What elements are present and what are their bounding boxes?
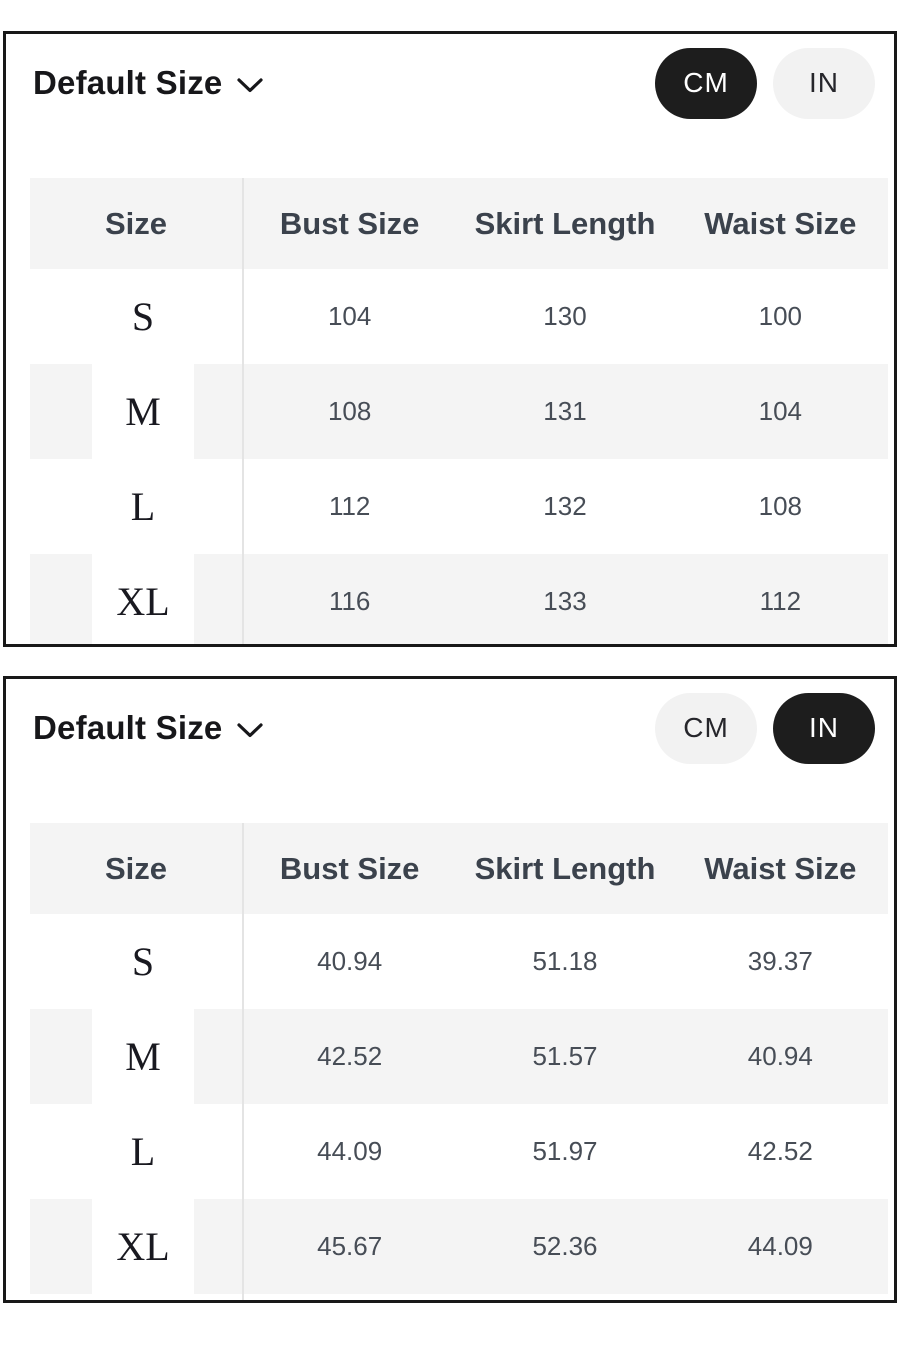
header-bust-size: Bust Size [279,850,420,886]
size-cell: L [30,459,242,554]
chevron-down-icon [237,77,264,92]
table-header-row: Size Bust Size Skirt Length Waist Size [30,823,888,914]
size-letter-box: M [92,364,194,459]
size-letter-box: S [92,269,194,364]
header-waist-size: Waist Size [704,850,857,886]
size-letter-box: S [92,914,194,1009]
panel-header-bar: Default Size CM IN [33,47,875,119]
cell-waist-size: 112 [759,586,802,616]
table-row-m: M 108 131 104 [30,364,888,459]
column-divider [242,178,244,644]
table-row-m: M 42.52 51.57 40.94 [30,1009,888,1104]
cell-waist-size: 108 [758,491,803,521]
cell-bust-size: 104 [327,301,372,331]
size-letter-box: L [92,1104,194,1199]
size-chart-panel-in: Default Size CM IN Size Bust Size Skirt … [3,676,897,1303]
chevron-down-icon [237,722,264,737]
unit-toggle-cm-button[interactable]: CM [655,47,757,119]
cell-skirt-length: 51.97 [532,1136,598,1166]
cell-skirt-length: 130 [543,301,587,331]
size-letter-box: L [92,459,194,554]
cell-waist-size: 39.37 [747,946,813,976]
size-cell: S [30,914,242,1009]
cell-waist-size: 42.52 [747,1136,813,1166]
size-cell: S [30,269,242,364]
default-size-dropdown[interactable]: Default Size [33,64,264,102]
unit-toggle-cm-button[interactable]: CM [655,692,757,764]
table-row-xl: XL 116 133 112 [30,554,888,644]
header-skirt-length: Skirt Length [474,205,656,241]
default-size-dropdown[interactable]: Default Size [33,709,264,747]
cell-waist-size: 104 [758,396,803,426]
cell-waist-size: 100 [758,301,803,331]
panel-header-bar: Default Size CM IN [33,692,875,764]
size-letter: L [130,484,156,529]
size-cell: L [30,1104,242,1199]
table-header-row: Size Bust Size Skirt Length Waist Size [30,178,888,269]
table-row-l: L 44.09 51.97 42.52 [30,1104,888,1199]
cell-bust-size: 116 [328,586,371,616]
header-waist-size: Waist Size [704,205,857,241]
cell-skirt-length: 51.18 [532,946,598,976]
cell-bust-size: 40.94 [317,946,383,976]
size-cell: XL [30,1199,242,1294]
cell-waist-size: 44.09 [747,1231,813,1261]
header-bust-size: Bust Size [279,205,420,241]
cell-bust-size: 45.67 [317,1231,383,1261]
cell-bust-size: 42.52 [317,1041,383,1071]
table-row-xl: XL 45.67 52.36 44.09 [30,1199,888,1294]
table-row-s: S 104 130 100 [30,269,888,364]
table-row-s: S 40.94 51.18 39.37 [30,914,888,1009]
column-divider [242,823,244,1300]
size-letter-box: XL [92,1199,194,1294]
cell-skirt-length: 132 [543,491,587,521]
size-table-cm: Size Bust Size Skirt Length Waist Size S… [30,178,888,644]
size-letter: M [125,1034,161,1079]
unit-toggle-in-button[interactable]: IN [773,692,875,764]
cell-skirt-length: 52.36 [532,1231,598,1261]
cell-bust-size: 44.09 [317,1136,383,1166]
unit-toggle: CM IN [655,47,875,119]
size-letter: M [125,389,161,434]
size-cell: M [30,1009,242,1104]
size-chart-panel-cm: Default Size CM IN Size Bust Size Skirt … [3,31,897,647]
size-letter: S [131,294,155,339]
header-size: Size [104,850,168,886]
table-row-l: L 112 132 108 [30,459,888,554]
cell-skirt-length: 131 [543,396,587,426]
size-letter: XL [116,1224,170,1269]
size-letter: L [130,1129,156,1174]
cell-waist-size: 40.94 [747,1041,813,1071]
size-letter: XL [116,579,170,624]
cell-bust-size: 112 [328,491,371,521]
size-letter-box: M [92,1009,194,1104]
cell-skirt-length: 51.57 [532,1041,598,1071]
default-size-label: Default Size [33,64,223,101]
header-skirt-length: Skirt Length [474,850,656,886]
size-cell: M [30,364,242,459]
cell-skirt-length: 133 [543,586,587,616]
unit-toggle-in-button[interactable]: IN [773,47,875,119]
size-cell: XL [30,554,242,644]
unit-toggle: CM IN [655,692,875,764]
size-table-in: Size Bust Size Skirt Length Waist Size S… [30,823,888,1300]
default-size-label: Default Size [33,709,223,746]
header-size: Size [104,205,168,241]
size-letter: S [131,939,155,984]
size-letter-box: XL [92,554,194,644]
cell-bust-size: 108 [327,396,372,426]
